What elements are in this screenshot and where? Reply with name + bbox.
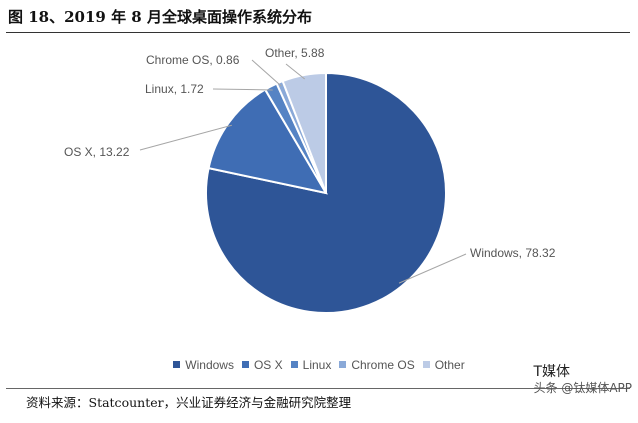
- legend-swatch: [290, 361, 298, 368]
- legend-label: Windows: [185, 358, 234, 372]
- leader-line-linux: [212, 88, 273, 91]
- leader-line-chrome-os: [251, 59, 282, 87]
- legend-item-os-x: OS X: [241, 358, 283, 372]
- leader-line-windows: [398, 253, 467, 284]
- legend-item-other: Other: [422, 358, 465, 372]
- legend-item-linux: Linux: [290, 358, 332, 372]
- data-label-chrome-os: Chrome OS, 0.86: [146, 53, 240, 67]
- legend-label: Chrome OS: [351, 358, 415, 372]
- pie-slice-other: [281, 71, 327, 194]
- legend-item-chrome-os: Chrome OS: [339, 358, 415, 372]
- watermark-brand: T媒体: [533, 364, 571, 380]
- pie-slice-windows: [205, 71, 447, 314]
- legend-swatch: [173, 361, 181, 368]
- leader-line-other: [285, 63, 306, 80]
- chart-legend: Windows OS X Linux Chrome OS Other: [0, 358, 638, 372]
- legend-swatch: [241, 361, 249, 368]
- data-label-os-x: OS X, 13.22: [64, 145, 130, 159]
- legend-item-windows: Windows: [173, 358, 234, 372]
- chart-title: 图 18、2019 年 8 月全球桌面操作系统分布: [8, 8, 312, 26]
- data-label-windows: Windows, 78.32: [470, 246, 556, 260]
- data-label-other: Other, 5.88: [265, 46, 325, 60]
- legend-label: Other: [434, 358, 465, 372]
- source-note: 资料来源：Statcounter，兴业证券经济与金融研究院整理: [26, 395, 352, 410]
- pie-slice-os-x: [207, 88, 329, 195]
- legend-label: Linux: [302, 358, 332, 372]
- legend-swatch: [422, 361, 430, 368]
- watermark: T媒体 头条 @钛媒体APP: [534, 364, 633, 396]
- data-label-linux: Linux, 1.72: [145, 82, 204, 96]
- leader-line-os-x: [139, 124, 232, 151]
- legend-swatch: [339, 361, 347, 368]
- watermark-handle: 头条 @钛媒体APP: [533, 381, 633, 395]
- legend-label: OS X: [253, 358, 283, 372]
- source-rule: [6, 388, 630, 389]
- title-rule: [6, 32, 630, 33]
